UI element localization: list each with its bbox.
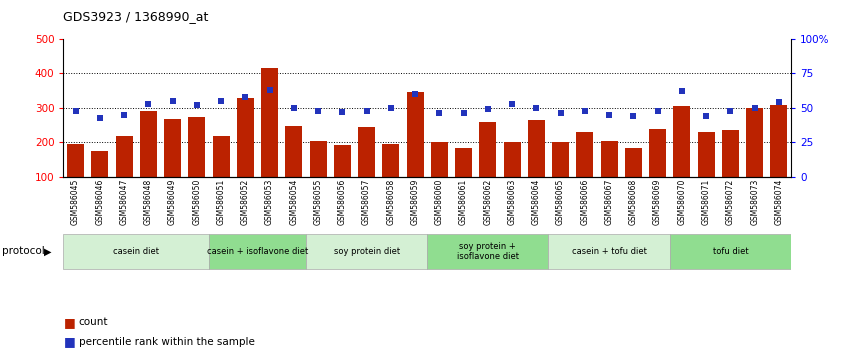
Bar — [334, 145, 351, 211]
Point — [69, 108, 82, 114]
Point — [239, 94, 252, 100]
Bar — [771, 104, 788, 211]
Bar — [164, 119, 181, 211]
Point — [93, 115, 107, 120]
Point — [214, 98, 228, 104]
Text: percentile rank within the sample: percentile rank within the sample — [79, 337, 255, 347]
Text: protocol: protocol — [2, 246, 45, 256]
Point — [651, 108, 664, 114]
Bar — [306, 234, 427, 269]
Bar — [67, 144, 84, 211]
Point — [287, 105, 300, 111]
Point — [723, 108, 737, 114]
Bar — [285, 126, 302, 211]
Bar — [212, 136, 229, 211]
Point — [505, 101, 519, 107]
Point — [578, 108, 591, 114]
Text: casein + isoflavone diet: casein + isoflavone diet — [206, 247, 308, 256]
Bar — [746, 108, 763, 211]
Bar — [91, 151, 108, 211]
Bar — [698, 132, 715, 211]
Bar — [261, 68, 278, 211]
Bar — [358, 127, 375, 211]
Point — [432, 111, 446, 116]
Bar — [140, 112, 157, 211]
Text: ■: ■ — [64, 316, 76, 329]
Bar — [310, 141, 327, 211]
Bar — [116, 136, 133, 211]
Point — [627, 113, 640, 119]
Bar — [237, 98, 254, 211]
Bar — [722, 130, 739, 211]
Point — [602, 112, 616, 118]
Bar — [670, 234, 791, 269]
Text: casein diet: casein diet — [113, 247, 159, 256]
Point — [336, 109, 349, 115]
Text: casein + tofu diet: casein + tofu diet — [572, 247, 646, 256]
Point — [263, 87, 277, 93]
Point — [384, 105, 398, 111]
Point — [772, 99, 786, 105]
Bar — [382, 144, 399, 211]
Text: soy protein diet: soy protein diet — [333, 247, 399, 256]
Point — [748, 105, 761, 111]
Text: soy protein +
isoflavone diet: soy protein + isoflavone diet — [457, 242, 519, 261]
Text: ■: ■ — [64, 335, 76, 348]
Point — [118, 112, 131, 118]
Point — [481, 107, 495, 112]
Bar — [63, 234, 209, 269]
Point — [360, 108, 373, 114]
Bar — [431, 142, 448, 211]
Point — [190, 102, 204, 108]
Bar — [503, 142, 520, 211]
Point — [409, 91, 422, 97]
Bar — [455, 148, 472, 211]
Bar — [528, 120, 545, 211]
Text: ▶: ▶ — [44, 246, 52, 256]
Bar — [209, 234, 306, 269]
Bar — [601, 141, 618, 211]
Bar — [480, 122, 497, 211]
Text: count: count — [79, 317, 108, 327]
Point — [675, 88, 689, 94]
Bar — [673, 106, 690, 211]
Bar — [552, 142, 569, 211]
Bar — [625, 148, 642, 211]
Text: tofu diet: tofu diet — [712, 247, 748, 256]
Bar — [576, 132, 593, 211]
Point — [166, 98, 179, 104]
Point — [311, 108, 325, 114]
Text: GDS3923 / 1368990_at: GDS3923 / 1368990_at — [63, 10, 209, 23]
Bar — [548, 234, 670, 269]
Point — [141, 101, 155, 107]
Bar — [189, 117, 206, 211]
Point — [700, 113, 713, 119]
Bar — [649, 129, 666, 211]
Point — [554, 111, 568, 116]
Point — [530, 105, 543, 111]
Bar — [427, 234, 548, 269]
Point — [457, 111, 470, 116]
Bar — [407, 92, 424, 211]
